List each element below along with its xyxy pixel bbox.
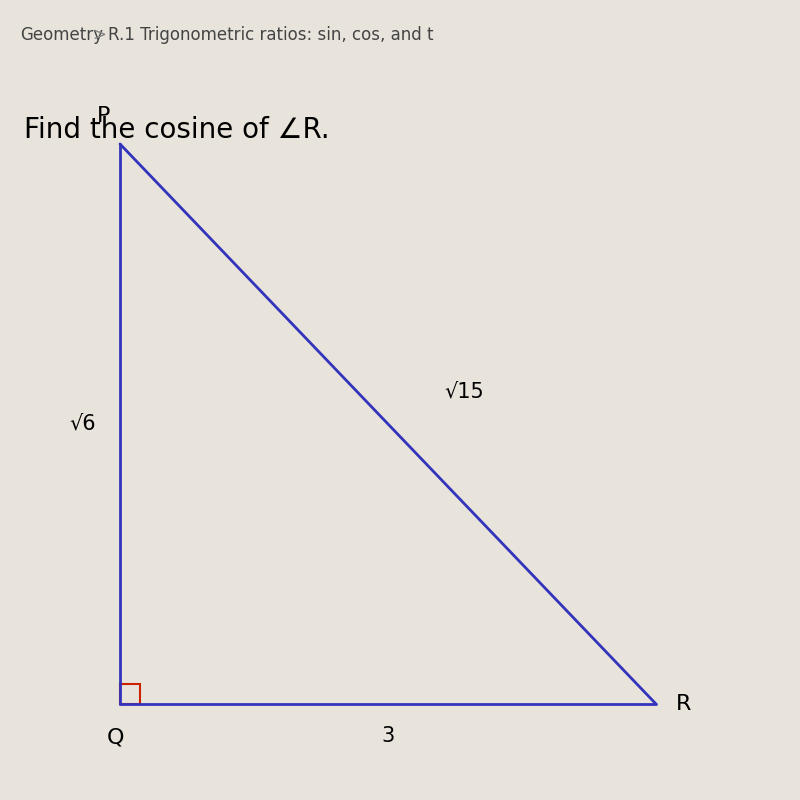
Text: Geometry: Geometry bbox=[20, 26, 103, 43]
Text: R.1 Trigonometric ratios: sin, cos, and t: R.1 Trigonometric ratios: sin, cos, and … bbox=[108, 26, 434, 43]
Text: R: R bbox=[676, 694, 691, 714]
Text: P: P bbox=[98, 106, 110, 126]
Text: >: > bbox=[92, 26, 106, 43]
Text: √15: √15 bbox=[444, 382, 484, 402]
Bar bbox=[120, 684, 140, 704]
Text: Find the cosine of ∠R.: Find the cosine of ∠R. bbox=[24, 116, 330, 144]
Text: √6: √6 bbox=[70, 414, 96, 434]
Text: 3: 3 bbox=[382, 726, 394, 746]
Text: Q: Q bbox=[107, 728, 125, 748]
